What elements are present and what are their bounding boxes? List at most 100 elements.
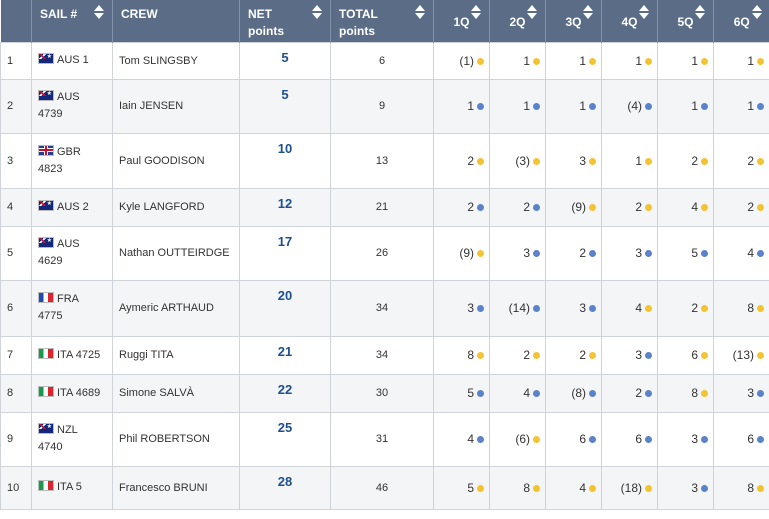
race-score: 1: [523, 99, 530, 113]
fleet-dot-icon: [757, 484, 764, 492]
race-score-cell: 1: [657, 41, 714, 80]
race-6q-header[interactable]: 6Q: [713, 0, 769, 42]
race-5q-header[interactable]: 5Q: [657, 0, 714, 42]
race-score-cell: (9): [433, 225, 490, 281]
race-score-cell: 4: [601, 279, 658, 337]
sort-icon[interactable]: [527, 5, 537, 21]
net-points-cell: 17: [239, 225, 331, 281]
fleet-dot-icon: [645, 484, 652, 492]
race-2q-header[interactable]: 2Q: [489, 0, 546, 42]
flag-icon: [38, 347, 54, 359]
fleet-dot-icon: [533, 390, 540, 397]
crew-cell: Simone SALVÀ: [112, 373, 240, 413]
race-3q-header[interactable]: 3Q: [545, 0, 602, 42]
race-score: 4: [579, 480, 586, 495]
sail-cell: FRA 4775: [31, 279, 113, 337]
fleet-dot-icon: [533, 57, 540, 65]
sort-icon[interactable]: [583, 5, 593, 21]
fleet-dot-icon: [701, 57, 708, 65]
net-points-cell: 28: [239, 465, 331, 510]
flag-icon: [38, 385, 54, 397]
race-score-cell: (14): [489, 279, 546, 337]
race-score: 1: [635, 53, 642, 68]
race-score-cell: 1: [489, 41, 546, 80]
sort-icon[interactable]: [695, 5, 705, 21]
race-score-cell: 8: [657, 373, 714, 413]
sail-cell: AUS 4629: [31, 225, 113, 281]
crew-header-label: CREW: [121, 7, 158, 21]
fleet-dot-icon: [701, 204, 708, 211]
sail-number: AUS 2: [57, 200, 89, 213]
race-score: 2: [747, 200, 754, 214]
race-score-cell: 1: [433, 78, 490, 134]
race-score: 5: [691, 246, 698, 260]
crew-cell: Phil ROBERTSON: [112, 411, 240, 467]
sail-number-line2: 4740: [38, 441, 63, 453]
fleet-dot-icon: [533, 103, 540, 110]
race-score-cell: 1: [713, 78, 769, 134]
sail-number-line2: 4629: [38, 255, 63, 267]
sort-icon[interactable]: [751, 5, 762, 21]
race-score-cell: 3: [433, 279, 490, 337]
crew-cell: Paul GOODISON: [112, 132, 240, 189]
sort-icon[interactable]: [94, 5, 104, 21]
fleet-dot-icon: [701, 157, 708, 165]
net-header-sub: points: [248, 24, 284, 38]
race-score-cell: 2: [601, 373, 658, 413]
sail-column-header[interactable]: SAIL #: [31, 0, 113, 42]
race-score-cell: 8: [489, 465, 546, 510]
sail-number-line2: 4739: [38, 108, 63, 120]
fleet-dot-icon: [757, 352, 764, 359]
total-header-label: TOTAL: [339, 7, 378, 21]
race-score: 1: [691, 99, 698, 113]
flag-icon: [38, 419, 54, 436]
fleet-dot-icon: [533, 250, 540, 257]
sort-icon[interactable]: [312, 5, 322, 21]
race-score-cell: 8: [713, 279, 769, 337]
race-score: 8: [523, 480, 530, 495]
race-score-cell: 8: [433, 335, 490, 375]
sort-icon[interactable]: [415, 5, 425, 21]
total-points-cell: 21: [330, 187, 434, 227]
race-score: 3: [579, 301, 586, 315]
race-score: 5: [467, 480, 474, 495]
fleet-dot-icon: [701, 390, 708, 397]
total-column-header[interactable]: TOTAL points: [330, 0, 434, 42]
race-score: 3: [579, 153, 586, 168]
race-score-cell: 4: [489, 373, 546, 413]
rank-cell: 4: [0, 187, 32, 227]
fleet-dot-icon: [477, 390, 484, 397]
race-score-cell: 1: [545, 78, 602, 134]
fleet-dot-icon: [477, 157, 484, 165]
race-score: (9): [459, 246, 474, 260]
race-score-cell: 2: [657, 132, 714, 189]
net-points-cell: 20: [239, 279, 331, 337]
flag-icon: [38, 49, 54, 66]
race-4q-header[interactable]: 4Q: [601, 0, 658, 42]
race-score: 8: [747, 301, 754, 315]
sail-number: NZL: [57, 424, 78, 436]
fleet-dot-icon: [589, 57, 596, 65]
race-score: 3: [747, 386, 754, 400]
fleet-dot-icon: [477, 204, 484, 211]
crew-cell: Nathan OUTTEIRDGE: [112, 225, 240, 281]
crew-column-header[interactable]: CREW: [112, 0, 240, 42]
race-score: 3: [635, 246, 642, 260]
fleet-dot-icon: [701, 352, 708, 359]
race-score: (3): [515, 153, 530, 168]
race-score-cell: 2: [545, 225, 602, 281]
race-score: 1: [691, 53, 698, 68]
fleet-dot-icon: [589, 305, 596, 312]
fleet-dot-icon: [477, 352, 484, 359]
sort-icon[interactable]: [639, 5, 649, 21]
sort-icon[interactable]: [471, 5, 481, 21]
race-score-cell: 5: [433, 465, 490, 510]
race-score: 1: [635, 153, 642, 168]
race-1q-header[interactable]: 1Q: [433, 0, 490, 42]
race-score-cell: 5: [657, 225, 714, 281]
table-row: 6 FRA 4775 Aymeric ARTHAUD 20 34 3 (14) 3 4 2 8: [0, 279, 769, 337]
net-column-header[interactable]: NET points: [239, 0, 331, 42]
race-score: 1: [747, 99, 754, 113]
total-points-cell: 26: [330, 225, 434, 281]
